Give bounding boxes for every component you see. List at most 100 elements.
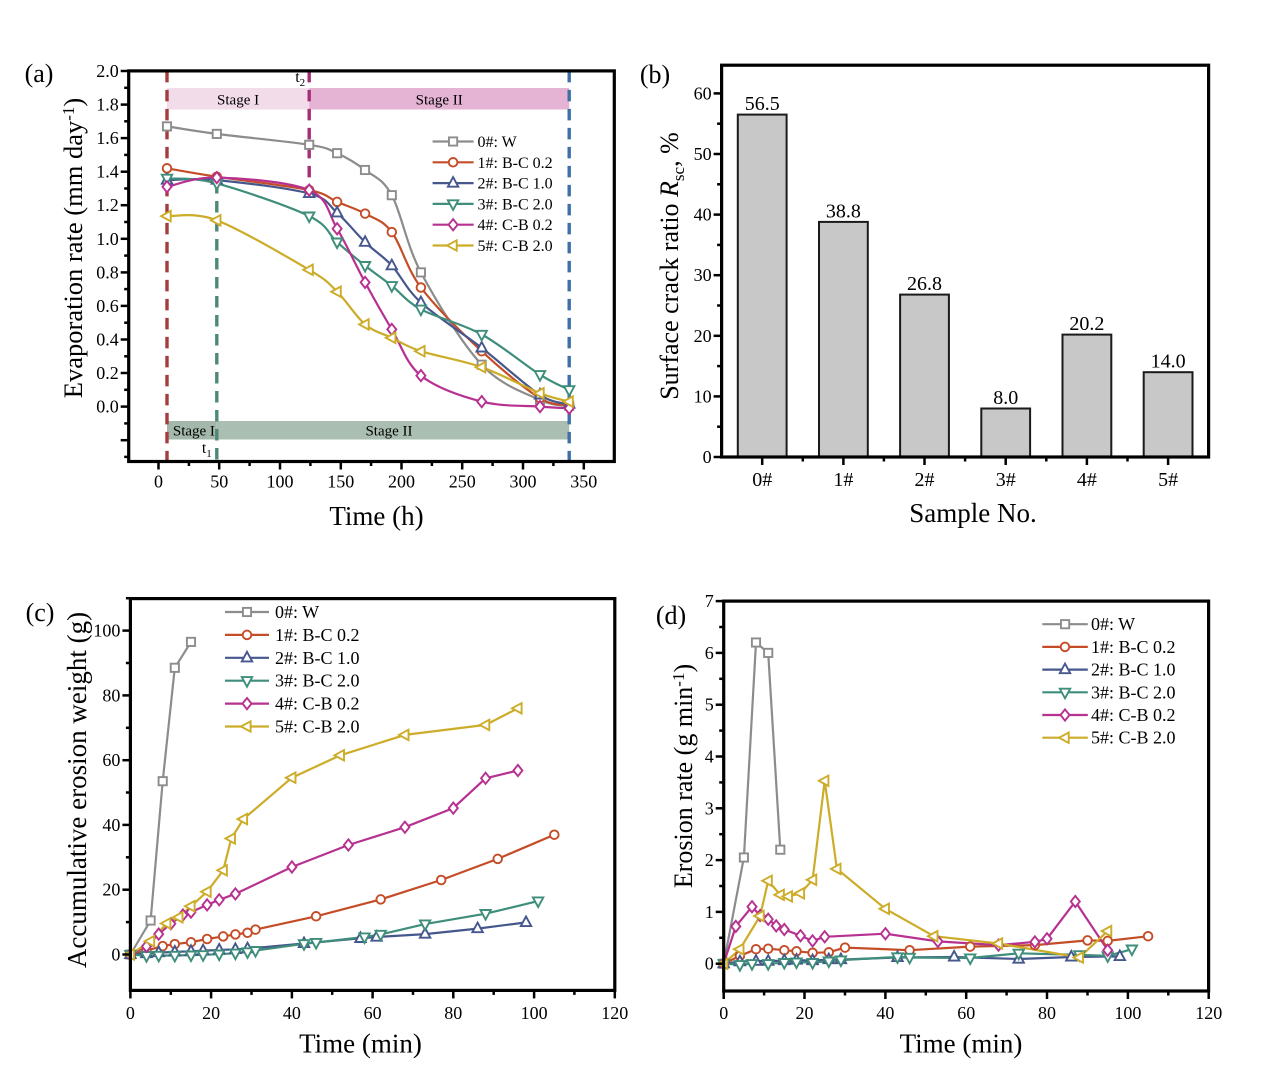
svg-text:20.2: 20.2 [1069, 313, 1104, 335]
svg-text:150: 150 [327, 472, 354, 492]
svg-text:5#: C-B 2.0: 5#: C-B 2.0 [478, 238, 553, 255]
svg-text:0.8: 0.8 [96, 262, 119, 282]
svg-text:120: 120 [1195, 1003, 1222, 1023]
svg-text:1#: B-C 0.2: 1#: B-C 0.2 [275, 625, 360, 645]
svg-text:5: 5 [705, 695, 714, 715]
svg-text:0#: W: 0#: W [1091, 614, 1135, 634]
svg-text:1.0: 1.0 [96, 229, 119, 249]
svg-text:20: 20 [796, 1003, 814, 1023]
svg-text:1.4: 1.4 [96, 162, 119, 182]
svg-text:(d): (d) [656, 601, 686, 630]
svg-text:40: 40 [102, 815, 120, 835]
svg-text:0#: W: 0#: W [478, 134, 518, 151]
svg-text:0: 0 [719, 1003, 728, 1023]
svg-text:100: 100 [1114, 1003, 1141, 1023]
svg-text:1.6: 1.6 [96, 128, 119, 148]
svg-text:Evaporation rate (mm day-1): Evaporation rate (mm day-1) [58, 98, 88, 398]
svg-text:4#: C-B 0.2: 4#: C-B 0.2 [275, 694, 360, 714]
svg-text:2: 2 [705, 850, 714, 870]
svg-text:0: 0 [705, 954, 714, 974]
svg-text:20: 20 [694, 326, 712, 346]
svg-text:2#: 2# [915, 469, 935, 491]
svg-text:26.8: 26.8 [907, 273, 942, 295]
svg-text:Accumulative erosion weight (g: Accumulative erosion weight (g) [62, 612, 92, 968]
svg-text:80: 80 [1038, 1003, 1056, 1023]
svg-text:t2: t2 [295, 69, 305, 89]
svg-text:Sample No.: Sample No. [909, 498, 1037, 528]
svg-text:0.2: 0.2 [96, 363, 119, 383]
svg-text:120: 120 [601, 1003, 628, 1023]
svg-text:100: 100 [267, 472, 294, 492]
svg-text:20: 20 [102, 880, 120, 900]
svg-text:Stage II: Stage II [365, 424, 412, 440]
svg-text:250: 250 [449, 472, 476, 492]
svg-text:1#: B-C 0.2: 1#: B-C 0.2 [478, 155, 553, 172]
svg-text:Stage I: Stage I [173, 424, 215, 440]
svg-text:0.4: 0.4 [96, 330, 119, 350]
svg-text:4#: 4# [1077, 469, 1097, 491]
svg-text:200: 200 [388, 472, 415, 492]
svg-text:Time (min): Time (min) [299, 1029, 422, 1059]
svg-text:50: 50 [694, 144, 712, 164]
svg-text:38.8: 38.8 [826, 200, 861, 222]
svg-text:60: 60 [364, 1003, 382, 1023]
svg-text:300: 300 [510, 472, 537, 492]
svg-text:2#: B-C 1.0: 2#: B-C 1.0 [1091, 660, 1176, 680]
svg-text:0: 0 [111, 945, 120, 965]
svg-text:5#: 5# [1158, 469, 1178, 491]
svg-text:4: 4 [705, 747, 714, 767]
svg-text:0#: 0# [752, 469, 772, 491]
svg-text:100: 100 [93, 621, 120, 641]
svg-text:Erosion rate (g min-1): Erosion rate (g min-1) [669, 664, 698, 888]
svg-text:2.0: 2.0 [96, 61, 119, 81]
svg-text:80: 80 [444, 1003, 462, 1023]
svg-text:0.6: 0.6 [96, 296, 119, 316]
svg-text:Time (h): Time (h) [329, 501, 423, 531]
svg-text:Time (min): Time (min) [900, 1029, 1023, 1059]
svg-text:4#: C-B 0.2: 4#: C-B 0.2 [478, 217, 553, 234]
svg-text:1.2: 1.2 [96, 195, 119, 215]
svg-text:60: 60 [957, 1003, 975, 1023]
svg-text:1#: 1# [833, 469, 853, 491]
svg-text:3#: B-C 2.0: 3#: B-C 2.0 [1091, 682, 1176, 702]
svg-text:(c): (c) [26, 598, 55, 627]
svg-text:2#: B-C 1.0: 2#: B-C 1.0 [478, 176, 553, 193]
svg-text:4#: C-B 0.2: 4#: C-B 0.2 [1091, 705, 1176, 725]
svg-text:60: 60 [694, 83, 712, 103]
svg-text:14.0: 14.0 [1151, 351, 1186, 373]
svg-text:5#: C-B 2.0: 5#: C-B 2.0 [275, 717, 360, 737]
svg-text:3#: B-C 2.0: 3#: B-C 2.0 [478, 196, 553, 213]
svg-text:1#: B-C 0.2: 1#: B-C 0.2 [1091, 637, 1176, 657]
svg-text:50: 50 [210, 472, 228, 492]
svg-text:30: 30 [694, 265, 712, 285]
svg-text:3: 3 [705, 798, 714, 818]
svg-text:0#: W: 0#: W [275, 602, 319, 622]
svg-text:1: 1 [705, 902, 714, 922]
svg-text:0: 0 [703, 447, 712, 467]
svg-text:80: 80 [102, 685, 120, 705]
svg-text:Stage I: Stage I [217, 93, 259, 109]
svg-text:40: 40 [876, 1003, 894, 1023]
svg-text:100: 100 [521, 1003, 548, 1023]
svg-text:0.0: 0.0 [96, 397, 119, 417]
svg-text:0: 0 [154, 472, 163, 492]
svg-text:Stage II: Stage II [416, 93, 463, 109]
svg-text:350: 350 [570, 472, 597, 492]
svg-text:56.5: 56.5 [745, 93, 780, 115]
svg-text:6: 6 [705, 643, 714, 663]
svg-text:5#: C-B 2.0: 5#: C-B 2.0 [1091, 728, 1176, 748]
svg-text:(a): (a) [25, 59, 54, 88]
svg-text:40: 40 [283, 1003, 301, 1023]
svg-text:3#: B-C 2.0: 3#: B-C 2.0 [275, 671, 360, 691]
svg-text:t1: t1 [202, 440, 212, 460]
svg-text:40: 40 [694, 205, 712, 225]
svg-text:7: 7 [705, 591, 714, 611]
svg-text:(b): (b) [640, 60, 670, 89]
svg-text:20: 20 [202, 1003, 220, 1023]
svg-text:1.8: 1.8 [96, 95, 119, 115]
svg-text:2#: B-C 1.0: 2#: B-C 1.0 [275, 648, 360, 668]
svg-text:8.0: 8.0 [993, 387, 1018, 409]
svg-text:60: 60 [102, 750, 120, 770]
svg-text:10: 10 [694, 386, 712, 406]
svg-text:0: 0 [126, 1003, 135, 1023]
